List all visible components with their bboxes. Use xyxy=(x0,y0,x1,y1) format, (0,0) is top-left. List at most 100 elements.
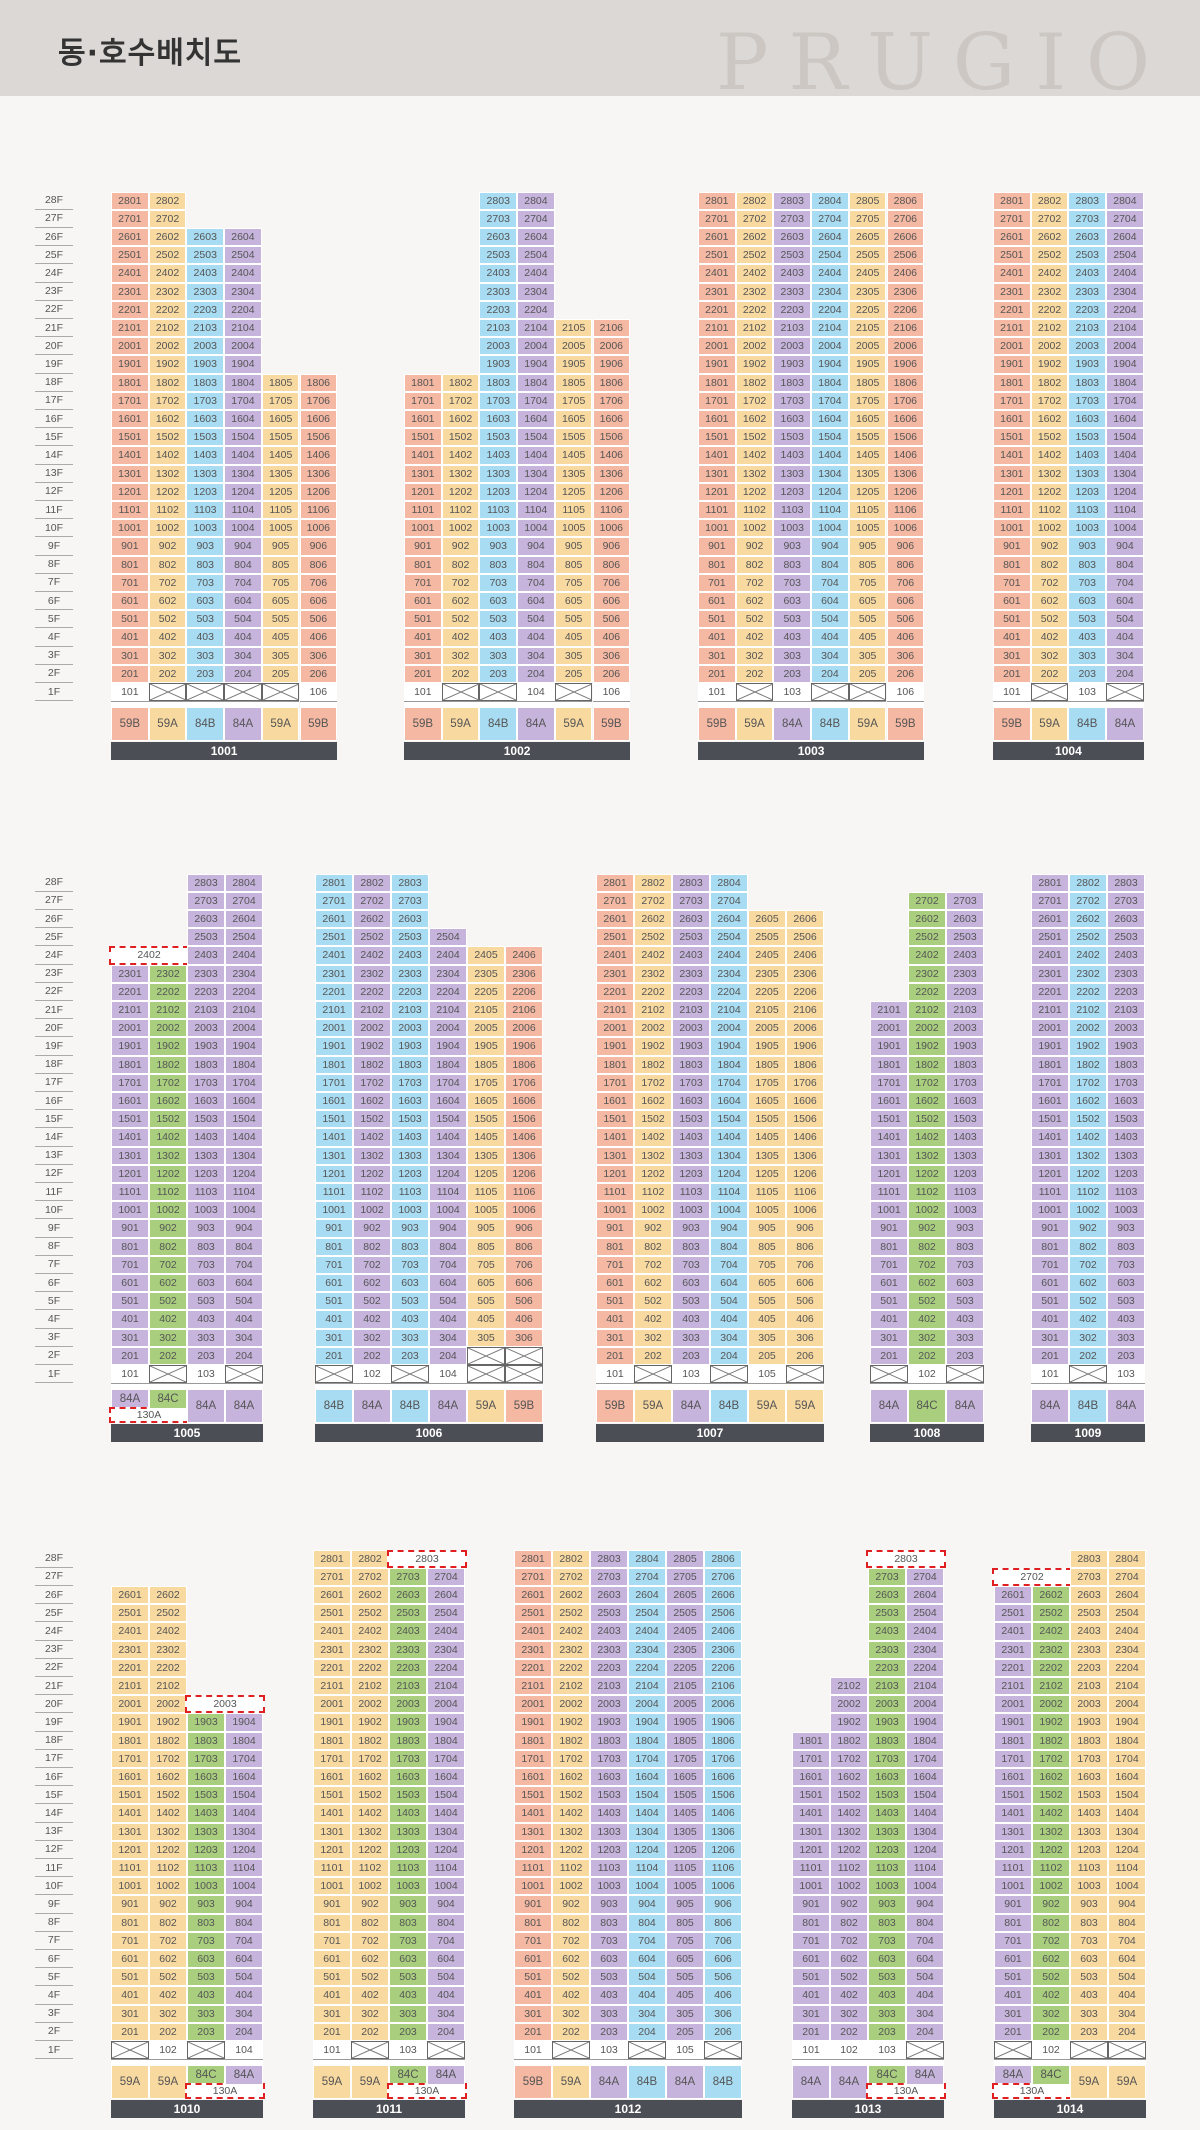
unit-cell: 1305 xyxy=(666,1822,704,1841)
unit-cell: 2306 xyxy=(786,964,824,983)
unit-cell: 2604 xyxy=(1106,228,1144,247)
unit-cell: 2603 xyxy=(187,910,225,929)
unit-cell: 2402 xyxy=(634,946,672,965)
unit-cell: 1702 xyxy=(830,1749,868,1768)
unit-cell: 904 xyxy=(429,1219,467,1238)
unit-cell: 1302 xyxy=(353,1146,391,1165)
unit-cell: 102 xyxy=(1032,2041,1070,2060)
unit-cell: 301 xyxy=(111,646,149,665)
unit-cell: 1205 xyxy=(666,1840,704,1859)
ground-strip xyxy=(666,2059,704,2066)
ground-strip xyxy=(552,2059,590,2066)
unit-cell: 1603 xyxy=(1068,410,1107,429)
unit-cell: 1403 xyxy=(187,1804,225,1823)
unit-cell: 1304 xyxy=(628,1822,666,1841)
unit-cell: 1804 xyxy=(225,1055,263,1074)
unit-cell: 1802 xyxy=(634,1055,672,1074)
unit-cell: 2501 xyxy=(596,928,634,947)
floor-label: 19F xyxy=(35,1037,73,1056)
unit-cell: 1606 xyxy=(704,1768,742,1787)
unit-cell: 1203 xyxy=(187,1164,225,1183)
unit-cell: 2501 xyxy=(698,246,736,265)
unit-cell: 2801 xyxy=(596,873,634,892)
unit-cell: 1903 xyxy=(186,355,225,374)
unit-cell: 702 xyxy=(908,1255,946,1274)
unit-type-cell: 59B xyxy=(698,707,736,742)
building-label: 1009 xyxy=(1031,1424,1145,1443)
unit-cell: 1701 xyxy=(1031,1073,1069,1092)
building-label: 1012 xyxy=(514,2100,742,2119)
unit-cell: 1506 xyxy=(592,428,631,447)
unit-cell: 2004 xyxy=(628,1695,666,1714)
unit-cell: 2003 xyxy=(946,1019,984,1038)
unit-cell: 2802 xyxy=(634,873,672,892)
unit-cell: 2503 xyxy=(1070,1604,1108,1623)
unit-cell: 102 xyxy=(830,2041,868,2060)
unit-cell: 302 xyxy=(1069,1328,1107,1347)
unit-cell: 503 xyxy=(187,1292,225,1311)
unit-cell: 702 xyxy=(552,1931,590,1950)
unit-cell: 901 xyxy=(1031,1219,1069,1238)
ground-strip xyxy=(946,1383,984,1390)
unit-cell: 1602 xyxy=(1032,1768,1070,1787)
unit-type-cell: 84A xyxy=(830,2065,868,2100)
unit-cell: 405 xyxy=(467,1310,505,1329)
unit-cell: 602 xyxy=(1030,592,1069,611)
unit-cell: 1103 xyxy=(590,1859,628,1878)
unit-cell: 1803 xyxy=(389,1731,427,1750)
unit-cell: 1505 xyxy=(748,1110,786,1129)
floor-label: 20F xyxy=(35,1695,73,1714)
unit-cell: 1206 xyxy=(299,482,338,501)
unit-cell: 1405 xyxy=(848,446,887,465)
unit-cell: 1604 xyxy=(225,1768,263,1787)
unit-cell: 2303 xyxy=(590,1640,628,1659)
unit-cell: 1902 xyxy=(735,355,774,374)
ground-strip xyxy=(225,1383,263,1390)
unit-cell: 1004 xyxy=(906,1877,944,1896)
unit-cell: 706 xyxy=(592,573,631,592)
unit-cell: 1903 xyxy=(391,1037,429,1056)
unit-cell: 1703 xyxy=(186,391,225,410)
ground-strip xyxy=(748,1383,786,1390)
unit-cell: 701 xyxy=(315,1255,353,1274)
unit-cell: 1902 xyxy=(908,1037,946,1056)
unit-cell: 2204 xyxy=(1106,300,1144,319)
unit-cell: 604 xyxy=(811,592,849,611)
unit-cell: 1003 xyxy=(773,519,812,538)
unit-cell: 203 xyxy=(773,664,812,683)
unit-cell: 2204 xyxy=(811,300,849,319)
unit-cell: 1002 xyxy=(353,1201,391,1220)
unit-cell: 2502 xyxy=(1030,246,1069,265)
empty-unit-cell xyxy=(111,2041,149,2060)
unit-cell: 2204 xyxy=(224,300,262,319)
floor-label: 9F xyxy=(35,1895,73,1914)
unit-cell: 2204 xyxy=(906,1658,944,1677)
unit-cell: 704 xyxy=(225,1255,263,1274)
unit-cell: 1301 xyxy=(111,1146,149,1165)
unit-cell: 201 xyxy=(1031,1346,1069,1365)
unit-cell: 802 xyxy=(149,1913,187,1932)
unit-cell: 702 xyxy=(148,573,187,592)
unit-cell: 103 xyxy=(389,2041,427,2060)
unit-cell: 1804 xyxy=(811,373,849,392)
unit-cell: 1202 xyxy=(1030,482,1069,501)
unit-cell: 1803 xyxy=(1068,373,1107,392)
unit-cell: 1605 xyxy=(748,1092,786,1111)
unit-cell: 1901 xyxy=(315,1037,353,1056)
unit-cell: 202 xyxy=(830,2022,868,2041)
unit-cell: 1404 xyxy=(224,446,262,465)
unit-cell: 1605 xyxy=(666,1768,704,1787)
unit-type-cell: 84A xyxy=(224,707,262,742)
unit-cell: 2105 xyxy=(748,1001,786,1020)
unit-cell: 902 xyxy=(149,1895,187,1914)
ground-strip xyxy=(1031,1383,1069,1390)
unit-cell: 2502 xyxy=(353,928,391,947)
unit-type-cell: 84A xyxy=(666,2065,704,2100)
unit-cell: 801 xyxy=(792,1913,830,1932)
unit-cell: 1006 xyxy=(592,519,631,538)
unit-cell: 1101 xyxy=(514,1859,552,1878)
unit-cell: 2003 xyxy=(672,1019,710,1038)
unit-cell: 701 xyxy=(698,573,736,592)
unit-cell: 1304 xyxy=(225,1146,263,1165)
unit-cell: 703 xyxy=(186,573,225,592)
